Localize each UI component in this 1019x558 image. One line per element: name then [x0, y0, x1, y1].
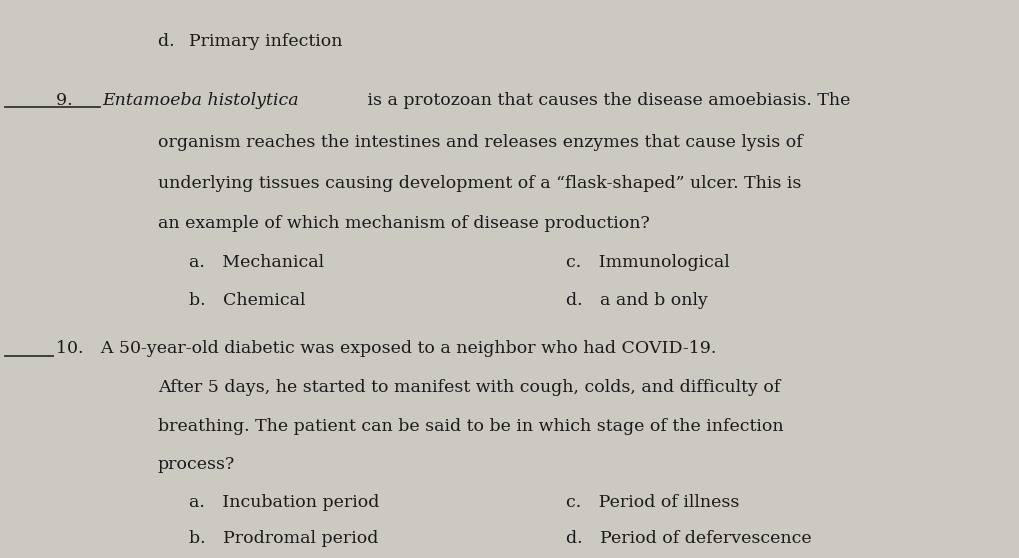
Text: 9.: 9.: [56, 92, 90, 109]
Text: d. a and b only: d. a and b only: [566, 292, 707, 309]
Text: organism reaches the intestines and releases enzymes that cause lysis of: organism reaches the intestines and rele…: [158, 134, 803, 151]
Text: 10. A 50-year-old diabetic was exposed to a neighbor who had COVID-19.: 10. A 50-year-old diabetic was exposed t…: [56, 340, 716, 357]
Text: an example of which mechanism of disease production?: an example of which mechanism of disease…: [158, 215, 650, 232]
Text: c. Period of illness: c. Period of illness: [566, 494, 739, 511]
Text: b. Chemical: b. Chemical: [189, 292, 305, 309]
Text: a. Incubation period: a. Incubation period: [189, 494, 379, 511]
Text: After 5 days, he started to manifest with cough, colds, and difficulty of: After 5 days, he started to manifest wit…: [158, 379, 781, 396]
Text: breathing. The patient can be said to be in which stage of the infection: breathing. The patient can be said to be…: [158, 418, 784, 435]
Text: c. Immunological: c. Immunological: [566, 254, 730, 271]
Text: d. Period of defervescence: d. Period of defervescence: [566, 530, 811, 547]
Text: d.  Primary infection: d. Primary infection: [158, 33, 342, 50]
Text: is a protozoan that causes the disease amoebiasis. The: is a protozoan that causes the disease a…: [362, 92, 850, 109]
Text: underlying tissues causing development of a “flask-shaped” ulcer. This is: underlying tissues causing development o…: [158, 175, 801, 191]
Text: a. Mechanical: a. Mechanical: [189, 254, 324, 271]
Text: Entamoeba histolytica: Entamoeba histolytica: [102, 92, 299, 109]
Text: b. Prodromal period: b. Prodromal period: [189, 530, 378, 547]
Text: process?: process?: [158, 456, 235, 473]
